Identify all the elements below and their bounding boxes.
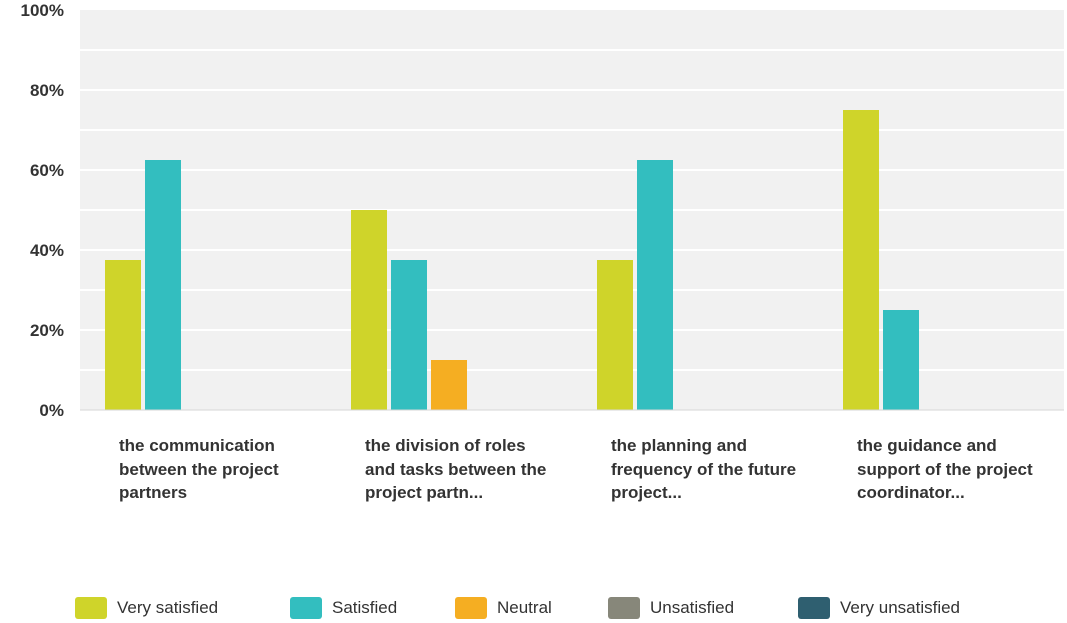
legend-label: Very satisfied <box>117 598 219 617</box>
legend-swatch <box>608 597 640 619</box>
legend-swatch <box>75 597 107 619</box>
bar <box>843 110 879 410</box>
y-axis-tick-labels: 0% 20% 40% 60% 80% 100% <box>21 1 64 420</box>
legend-swatch <box>455 597 487 619</box>
y-tick-label: 0% <box>39 401 64 420</box>
bar <box>637 160 673 410</box>
bar <box>431 360 467 410</box>
legend-item: Very satisfied <box>75 596 218 620</box>
bar <box>145 160 181 410</box>
legend-label: Neutral <box>497 598 552 617</box>
legend-swatch <box>290 597 322 619</box>
legend-label: Satisfied <box>332 598 398 617</box>
y-tick-label: 80% <box>30 81 64 100</box>
legend-label: Very unsatisfied <box>840 598 961 617</box>
y-tick-label: 20% <box>30 321 64 340</box>
bars <box>105 110 919 410</box>
x-category-label: the division of roles and tasks between … <box>365 436 547 502</box>
legend-item: Very unsatisfied <box>798 596 960 620</box>
bar <box>597 260 633 410</box>
bar <box>351 210 387 410</box>
legend-item: Satisfied <box>290 596 397 620</box>
bar <box>883 310 919 410</box>
legend-item: Neutral <box>455 596 552 620</box>
x-category-label: the planning and frequency of the future… <box>611 436 797 502</box>
legend-swatch <box>798 597 830 619</box>
y-tick-label: 100% <box>21 1 64 20</box>
y-tick-label: 40% <box>30 241 64 260</box>
bar <box>391 260 427 410</box>
legend-label: Unsatisfied <box>650 598 735 617</box>
y-tick-label: 60% <box>30 161 64 180</box>
legend-item: Unsatisfied <box>608 596 734 620</box>
bar <box>105 260 141 410</box>
gridlines <box>80 49 1064 371</box>
x-category-label: the guidance and support of the project … <box>857 436 1033 502</box>
x-category-label: the communication between the project pa… <box>119 436 279 502</box>
